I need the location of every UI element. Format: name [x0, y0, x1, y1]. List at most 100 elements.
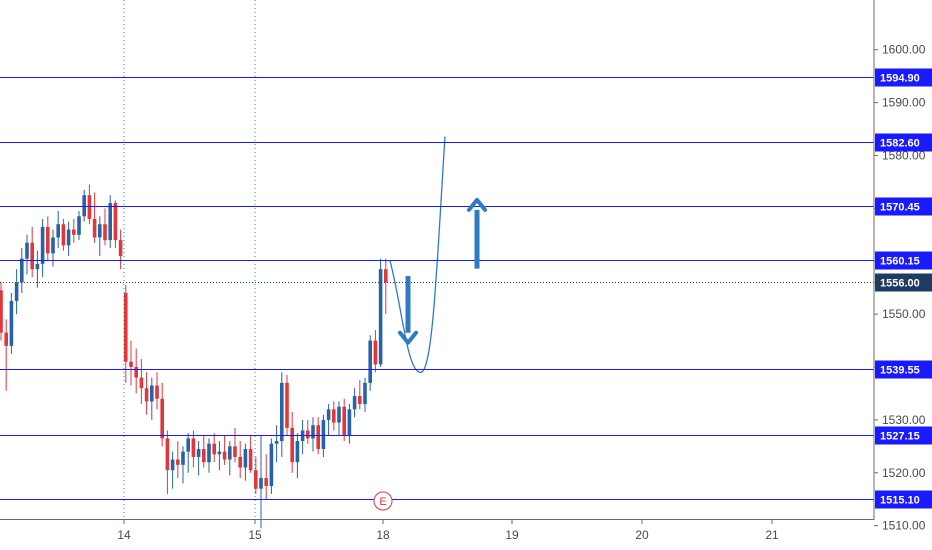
candle-body — [274, 441, 279, 444]
candle-body — [51, 237, 55, 254]
candle — [176, 441, 180, 479]
candle — [352, 388, 357, 418]
candle-body — [9, 300, 14, 346]
candle-body — [378, 269, 383, 365]
candle — [347, 404, 352, 444]
candle-body — [98, 224, 102, 238]
candle — [212, 433, 216, 463]
candle-body — [342, 406, 346, 436]
price-tick-label: 1520.00 — [882, 466, 926, 480]
candle-body — [254, 470, 258, 489]
candle-body — [129, 361, 133, 368]
candle-body — [202, 448, 206, 463]
candle — [181, 446, 185, 484]
candle-body — [165, 438, 170, 471]
candle — [61, 218, 66, 251]
candle — [113, 200, 118, 249]
candle — [30, 226, 34, 278]
level-label-bg — [875, 197, 932, 216]
candle-body — [186, 438, 190, 452]
projection-layer — [389, 136, 446, 373]
candle-body — [217, 451, 222, 455]
time-tick-label: 19 — [505, 528, 519, 542]
candle — [358, 380, 362, 410]
candle — [191, 430, 196, 468]
candle-body — [61, 224, 66, 246]
candle — [295, 433, 300, 479]
candle — [285, 374, 289, 436]
candle-body — [290, 427, 294, 463]
candle — [363, 377, 367, 412]
candle-body — [285, 382, 289, 428]
arrow-head — [398, 330, 418, 345]
price-tick-label: 1510.00 — [882, 519, 926, 533]
candle — [40, 218, 45, 278]
candle — [384, 258, 388, 315]
candle — [155, 372, 159, 410]
candle-body — [228, 446, 232, 460]
candle — [35, 250, 40, 288]
candle-body — [150, 385, 154, 402]
level-label: 1560.15 — [880, 256, 920, 268]
candle — [233, 427, 237, 463]
candle — [82, 189, 86, 222]
candle — [254, 456, 258, 494]
last-price-label: 1556.00 — [880, 278, 920, 290]
candle — [72, 218, 76, 243]
candle — [46, 216, 50, 262]
candle — [77, 211, 81, 241]
candle-body — [368, 340, 372, 383]
candle-body — [306, 430, 310, 439]
candle — [20, 248, 24, 293]
candle — [290, 411, 294, 473]
candle-body — [170, 459, 175, 471]
candle-body — [66, 229, 71, 246]
candle — [196, 441, 201, 476]
candle — [150, 377, 154, 420]
candle-body — [311, 425, 315, 439]
candle-body — [87, 195, 92, 219]
candle — [165, 430, 170, 494]
candle-body — [82, 195, 86, 217]
candle — [243, 443, 248, 481]
time-tick-label: 14 — [117, 528, 131, 542]
candle — [269, 438, 274, 494]
arrow-down-icon — [398, 276, 418, 345]
candle-body — [72, 229, 76, 235]
candle-body — [139, 377, 144, 389]
level-label-bg — [875, 251, 932, 270]
arrow-head — [467, 197, 487, 212]
candle — [9, 292, 14, 354]
candle — [373, 330, 378, 373]
candle — [66, 221, 71, 256]
level-label: 1570.45 — [880, 202, 920, 214]
earnings-marker-label: E — [379, 496, 386, 508]
candle-body — [363, 382, 367, 405]
level-label: 1515.10 — [880, 495, 920, 507]
candle-body — [196, 448, 201, 457]
horizontal-levels — [0, 77, 874, 500]
time-tick-label: 20 — [635, 528, 649, 542]
candle — [186, 433, 190, 473]
candle-body — [373, 340, 378, 365]
candle — [274, 425, 279, 463]
candle — [342, 398, 346, 442]
candle — [87, 184, 92, 225]
candle — [337, 401, 341, 436]
candle — [222, 435, 227, 465]
level-label-bg — [875, 360, 932, 379]
level-labels: 1594.90 1582.60 1570.45 1560.15 1539.55 1527.… — [875, 68, 932, 509]
price-tick-label: 1580.00 — [882, 148, 926, 162]
candle-body — [269, 443, 274, 487]
earnings-marker[interactable]: E — [373, 491, 393, 511]
level-label: 1539.55 — [880, 365, 920, 377]
candle — [326, 404, 331, 436]
projection-curve — [389, 136, 446, 373]
level-label: 1527.15 — [880, 431, 920, 443]
candle — [264, 454, 268, 500]
candle — [144, 372, 149, 415]
candle-body — [134, 367, 138, 378]
candle — [92, 192, 97, 243]
